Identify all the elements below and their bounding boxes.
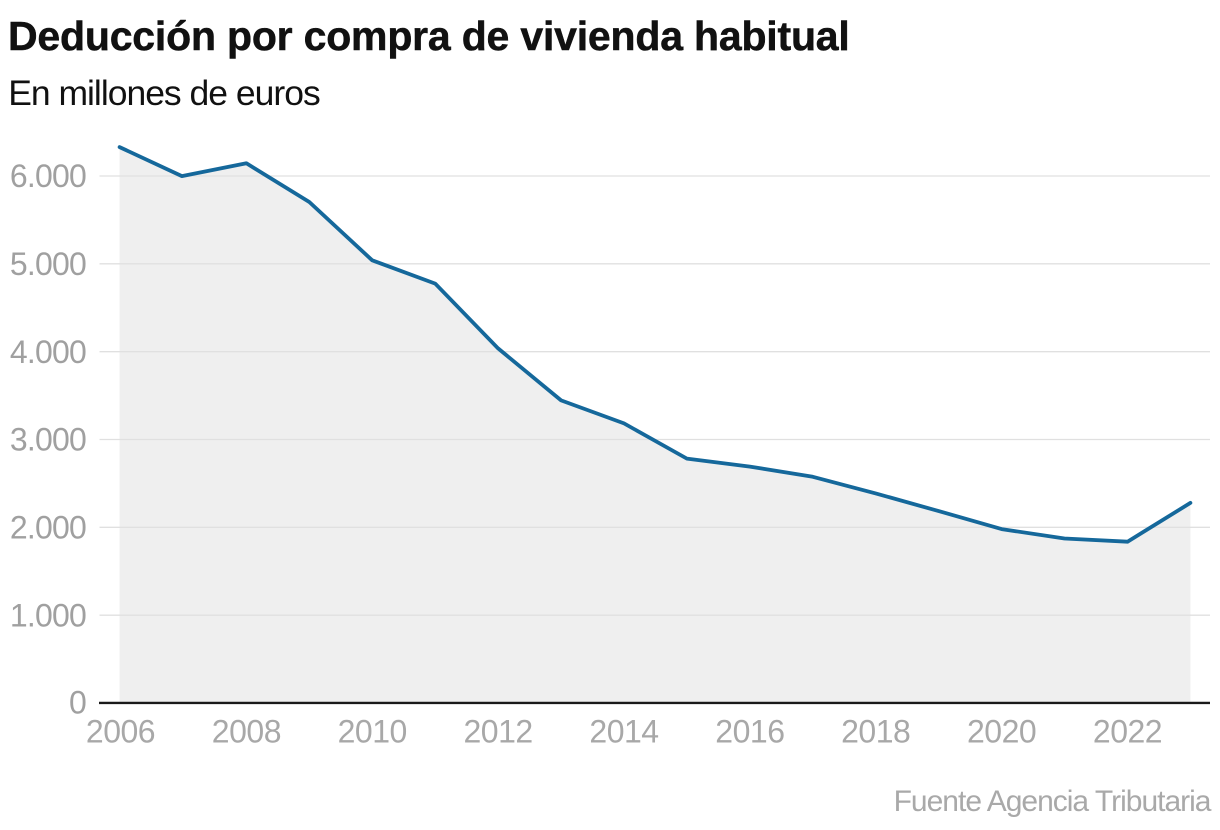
svg-text:3.000: 3.000 <box>10 422 86 458</box>
svg-text:2020: 2020 <box>967 714 1036 750</box>
svg-text:4.000: 4.000 <box>10 334 86 370</box>
svg-text:2014: 2014 <box>589 714 658 750</box>
svg-text:En millones de euros: En millones de euros <box>8 73 320 113</box>
svg-text:6.000: 6.000 <box>10 158 86 194</box>
svg-text:1.000: 1.000 <box>10 597 86 633</box>
svg-text:2008: 2008 <box>212 714 281 750</box>
svg-text:0: 0 <box>69 685 86 721</box>
svg-text:2016: 2016 <box>715 714 784 750</box>
svg-text:2006: 2006 <box>86 714 155 750</box>
svg-text:2.000: 2.000 <box>10 510 86 546</box>
svg-text:2012: 2012 <box>464 714 533 750</box>
svg-text:5.000: 5.000 <box>10 246 86 282</box>
svg-text:2018: 2018 <box>841 714 910 750</box>
svg-text:Deducción por compra de vivien: Deducción por compra de vivienda habitua… <box>8 13 850 59</box>
svg-text:Fuente Agencia Tributaria: Fuente Agencia Tributaria <box>894 785 1212 818</box>
svg-text:2022: 2022 <box>1093 714 1162 750</box>
svg-text:2010: 2010 <box>338 714 407 750</box>
